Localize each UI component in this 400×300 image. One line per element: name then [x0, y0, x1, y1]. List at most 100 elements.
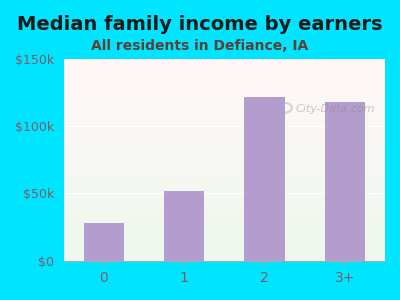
Bar [64, 134, 385, 136]
Bar [64, 69, 385, 71]
Bar [64, 176, 385, 178]
Bar [64, 198, 385, 200]
Bar [64, 224, 385, 226]
Bar [325, 102, 365, 261]
Bar [64, 214, 385, 216]
Bar [64, 256, 385, 259]
Bar [64, 242, 385, 244]
Bar [64, 99, 385, 101]
Bar [64, 144, 385, 146]
Bar [64, 250, 385, 253]
Bar [64, 130, 385, 132]
Bar [64, 220, 385, 222]
Bar [64, 59, 385, 61]
Bar [64, 95, 385, 97]
Bar [64, 236, 385, 238]
Bar [64, 101, 385, 103]
Bar [64, 111, 385, 113]
Bar [64, 119, 385, 122]
Bar [64, 230, 385, 232]
Bar [64, 97, 385, 99]
Bar [64, 146, 385, 148]
Bar [64, 113, 385, 116]
Bar [64, 71, 385, 73]
Bar [64, 244, 385, 247]
Bar [64, 91, 385, 93]
Bar [244, 97, 285, 261]
Bar [64, 81, 385, 83]
Text: Median family income by earners: Median family income by earners [17, 15, 383, 34]
Bar [64, 208, 385, 210]
Bar [64, 152, 385, 154]
Bar [64, 166, 385, 168]
Bar [64, 178, 385, 180]
Bar [84, 223, 124, 261]
Bar [64, 142, 385, 144]
Bar [64, 148, 385, 150]
Bar [64, 234, 385, 236]
Bar [64, 172, 385, 174]
Bar [64, 228, 385, 230]
Bar [64, 107, 385, 110]
Bar [64, 116, 385, 118]
Bar [64, 170, 385, 172]
Bar [64, 200, 385, 202]
Bar [64, 202, 385, 204]
Bar [64, 93, 385, 95]
Bar [64, 232, 385, 234]
Bar [64, 124, 385, 125]
Bar [64, 206, 385, 208]
Bar [64, 160, 385, 162]
Bar [64, 136, 385, 138]
Bar [164, 191, 204, 261]
Bar [64, 140, 385, 142]
Bar [64, 138, 385, 140]
Bar [64, 190, 385, 192]
Bar [64, 254, 385, 256]
Bar [64, 182, 385, 184]
Bar [64, 89, 385, 91]
Bar [64, 156, 385, 158]
Bar [64, 168, 385, 170]
Bar [64, 105, 385, 107]
Bar [64, 125, 385, 128]
Bar [64, 110, 385, 111]
Bar [64, 194, 385, 196]
Bar [64, 204, 385, 206]
Bar [64, 122, 385, 124]
Bar [64, 79, 385, 81]
Bar [64, 150, 385, 152]
Bar [64, 196, 385, 198]
Bar [64, 73, 385, 75]
Text: All residents in Defiance, IA: All residents in Defiance, IA [91, 39, 309, 53]
Bar [64, 65, 385, 67]
Bar [64, 248, 385, 250]
Bar [64, 67, 385, 69]
Bar [64, 210, 385, 212]
Bar [64, 154, 385, 156]
Bar [64, 164, 385, 166]
Bar [64, 158, 385, 160]
Bar [64, 174, 385, 176]
Bar [64, 85, 385, 87]
Bar [64, 216, 385, 218]
Bar [64, 180, 385, 182]
Bar [64, 226, 385, 228]
Bar [64, 253, 385, 254]
Bar [64, 75, 385, 77]
Bar [64, 212, 385, 214]
Bar [64, 87, 385, 89]
Bar [64, 259, 385, 261]
Bar [64, 188, 385, 190]
Bar [64, 103, 385, 105]
Bar [64, 162, 385, 164]
Bar [64, 132, 385, 134]
Bar [64, 218, 385, 220]
Bar [64, 77, 385, 79]
Bar [64, 192, 385, 194]
Bar [64, 238, 385, 240]
Bar [64, 186, 385, 188]
Bar [64, 247, 385, 248]
Bar [64, 184, 385, 186]
Bar [64, 128, 385, 130]
